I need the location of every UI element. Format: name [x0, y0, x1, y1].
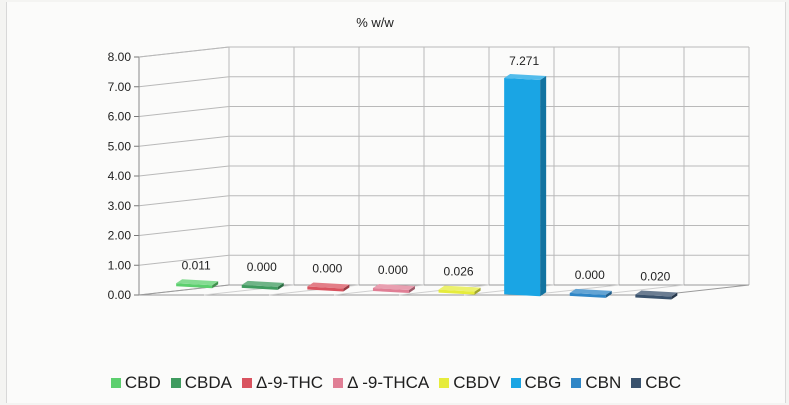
- gridline-side: [138, 165, 230, 177]
- legend-label: CBDV: [453, 373, 501, 392]
- chart-legend: CBD CBDA Δ-9-THC Δ -9-THCA CBDV CBG CBN CBC: [7, 373, 785, 393]
- legend-item: CBC: [631, 373, 681, 393]
- legend-item: Δ-9-THC: [241, 373, 324, 393]
- gridline-side: [138, 225, 230, 236]
- data-label-CBD: 0.011: [182, 258, 211, 272]
- bar-side-CBC: [671, 292, 678, 300]
- gridline-side: [138, 106, 230, 117]
- y-tick-label: 2.00: [108, 229, 132, 243]
- legend-item: CBN: [571, 373, 621, 393]
- bar-side-CBDA: [277, 282, 284, 290]
- data-label-Δ -9-THCA: 0.000: [378, 263, 408, 277]
- gridline-side: [138, 135, 230, 147]
- bar-side-CBN: [605, 290, 612, 298]
- legend-swatch: [439, 378, 450, 388]
- y-tick-label: 8.00: [108, 50, 132, 64]
- bar-front-CBD: [176, 283, 213, 289]
- bar-top-CBDA: [241, 280, 284, 287]
- bar-side-Δ -9-THCA: [408, 286, 415, 294]
- y-tick-label: 1.00: [108, 258, 132, 272]
- y-tick-label: 7.00: [108, 80, 132, 94]
- bar-front-CBG: [504, 77, 541, 297]
- y-tick-label: 5.00: [108, 139, 132, 153]
- frame-edge: [138, 46, 230, 58]
- bar-top-CBD: [176, 279, 219, 286]
- gridline-side: [138, 254, 230, 266]
- bar-top-Δ -9-THCA: [372, 284, 415, 291]
- legend-item: CBG: [510, 373, 562, 393]
- bar-side-Δ-9-THC: [343, 284, 350, 292]
- legend-label: CBG: [524, 373, 562, 392]
- y-tick-label: 4.00: [108, 169, 132, 183]
- y-tick-label: 0.00: [108, 288, 132, 302]
- bar-front-CBC: [635, 294, 672, 300]
- bar-top-CBG: [504, 73, 547, 80]
- bar-top-Δ-9-THC: [307, 282, 350, 289]
- gridline-side: [138, 76, 230, 88]
- legend-item: CBDV: [439, 373, 501, 393]
- legend-item: CBDA: [170, 373, 232, 393]
- bar-front-Δ -9-THCA: [372, 288, 409, 294]
- legend-label: CBDA: [184, 373, 232, 392]
- legend-swatch: [333, 378, 344, 388]
- legend-swatch: [170, 378, 181, 388]
- legend-swatch: [510, 378, 521, 388]
- bar-front-CBDV: [438, 289, 475, 295]
- bar-side-CBD: [212, 281, 219, 289]
- legend-label: CBC: [645, 373, 682, 392]
- legend-label: Δ -9-THCA: [347, 373, 430, 392]
- legend-item: Δ -9-THCA: [333, 373, 429, 393]
- bar-front-CBN: [569, 292, 606, 298]
- data-label-Δ-9-THC: 0.000: [312, 261, 342, 275]
- legend-label: CBD: [124, 373, 161, 392]
- bar-chart-3d: % w/w 0.00 1.00 2.00 3.00 4.00 5.00 6.00 7.00 8.0…: [108, 15, 750, 302]
- data-label-CBG: 7.271: [509, 54, 539, 68]
- bar-front-Δ-9-THC: [307, 286, 344, 292]
- bar-top-CBC: [635, 290, 678, 297]
- legend-label: Δ-9-THC: [255, 373, 324, 392]
- legend-swatch: [571, 378, 582, 388]
- legend-swatch: [110, 378, 121, 388]
- legend-swatch: [631, 378, 642, 388]
- y-tick-label: 6.00: [108, 110, 132, 124]
- legend-label: CBN: [585, 373, 622, 392]
- bar-front-CBDA: [241, 284, 278, 290]
- legend-item: CBD: [110, 373, 161, 393]
- data-label-CBDA: 0.000: [247, 260, 277, 274]
- bar-top-CBDV: [438, 285, 481, 292]
- data-label-CBN: 0.000: [575, 268, 605, 282]
- chart-title: % w/w: [356, 15, 394, 30]
- chart-container: % w/w 0.00 1.00 2.00 3.00 4.00 5.00 6.00 7.00 8.0…: [6, 2, 786, 403]
- data-label-CBDV: 0.026: [444, 265, 474, 279]
- legend-swatch: [241, 378, 252, 388]
- gridline-side: [138, 195, 230, 207]
- bar-side-CBG: [540, 75, 547, 297]
- bar-side-CBDV: [474, 287, 481, 295]
- y-tick-label: 3.00: [108, 199, 132, 213]
- bar-top-CBN: [569, 288, 612, 295]
- chart-floor: [138, 284, 750, 296]
- data-label-CBC: 0.020: [640, 269, 670, 283]
